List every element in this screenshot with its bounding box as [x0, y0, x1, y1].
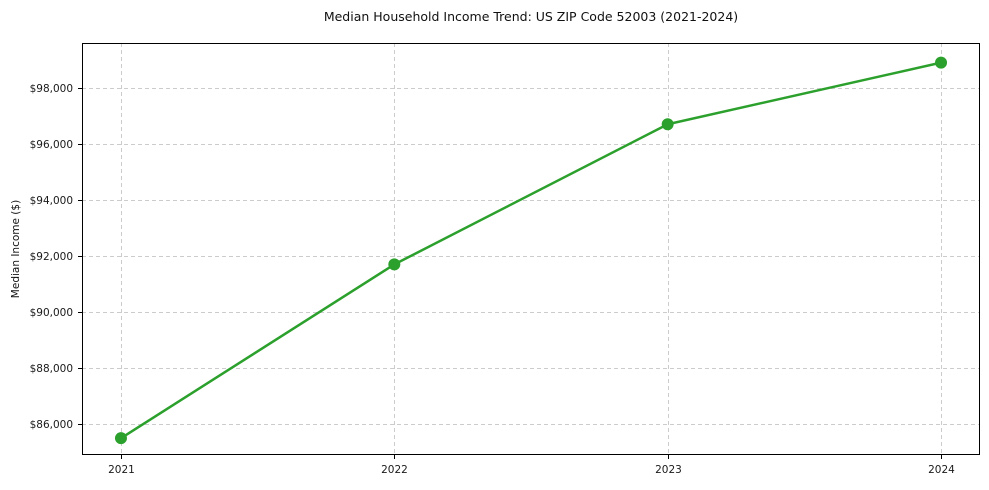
y-tick-label: $98,000 [30, 83, 73, 95]
x-tick-label: 2024 [928, 464, 955, 476]
y-tick-label: $94,000 [30, 195, 73, 207]
data-point-2022 [388, 258, 401, 271]
x-tick-label: 2022 [381, 464, 408, 476]
trend-line [119, 61, 943, 440]
x-tick-label: 2021 [108, 464, 135, 476]
y-tick-label: $92,000 [30, 251, 73, 263]
y-tick-label: $88,000 [30, 363, 73, 375]
data-point-2021 [114, 432, 127, 445]
y-tick-label: $90,000 [30, 307, 73, 319]
data-point-2023 [661, 118, 674, 131]
chart-title: Median Household Income Trend: US ZIP Co… [323, 9, 739, 24]
y-tick-label: $86,000 [30, 419, 73, 431]
x-tick-label: 2023 [655, 464, 682, 476]
data-point-2024 [935, 56, 948, 69]
y-tick-label: $96,000 [30, 139, 73, 151]
plot-border [82, 43, 980, 455]
